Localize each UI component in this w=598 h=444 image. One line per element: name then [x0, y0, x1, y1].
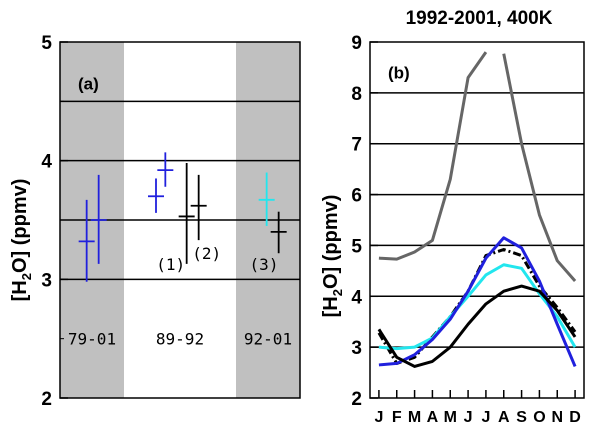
series-segment	[378, 236, 577, 368]
panel-label: (a)	[78, 75, 99, 94]
annotations: 79-01 89-92 92-01 (1) (2) (3)	[68, 244, 292, 348]
y-label-part: [H	[9, 280, 31, 301]
y-tick-label: 5	[351, 236, 362, 257]
data-point	[190, 174, 207, 241]
y-tick-label: 6	[351, 186, 362, 207]
y-axis-label: [H2O] (ppmv)	[9, 179, 34, 302]
series-line	[378, 51, 577, 283]
x-tick-label: M	[408, 409, 421, 426]
data-point	[90, 174, 107, 264]
y-tick-label: 9	[351, 33, 362, 54]
y-label-subscript: 2	[19, 273, 34, 280]
period-label: 79-01	[68, 330, 116, 349]
data-point	[157, 152, 174, 187]
data-point	[258, 172, 275, 226]
y-axis-label: [H2O] (ppmv)	[320, 195, 345, 318]
x-tick-label: J	[374, 409, 383, 426]
series-lines	[377, 51, 577, 368]
y-tick-label: 2	[41, 389, 52, 410]
series-line	[378, 263, 577, 351]
y-label-subscript: 2	[330, 289, 345, 296]
y-tick-label: 7	[351, 135, 362, 156]
y-tick-label: 8	[351, 84, 362, 105]
series-number-label: (2)	[192, 244, 221, 263]
series-line	[378, 236, 577, 368]
series-number-label: (3)	[250, 255, 279, 274]
data-point	[178, 163, 195, 264]
series-segment	[502, 53, 577, 283]
series-segment	[378, 51, 488, 261]
error-bar-points	[78, 152, 287, 282]
chart-title: 1992-2001, 400K	[406, 8, 553, 29]
plot-frame	[369, 41, 585, 399]
y-label-part: O] (ppmv)	[9, 179, 31, 273]
y-ticks: 2 3 4 5	[41, 33, 68, 410]
grid-lines	[370, 92, 584, 348]
series-segment	[378, 263, 577, 351]
x-tick-label: M	[444, 409, 457, 426]
y-label-part: [H	[320, 296, 342, 317]
x-tick-label: F	[392, 409, 402, 426]
y-tick-label: 2	[351, 389, 362, 410]
period-label: 89-92	[156, 330, 204, 349]
series-segment	[377, 284, 577, 368]
y-tick-label: 3	[351, 338, 362, 359]
y-tick-label: 4	[351, 287, 362, 308]
data-point	[270, 211, 287, 254]
x-tick-label: D	[569, 409, 581, 426]
x-tick-label: J	[481, 409, 490, 426]
x-tick-label: O	[533, 409, 545, 426]
x-tick-label: A	[427, 409, 439, 426]
grid-lines	[60, 100, 300, 281]
series-number-label: (1)	[156, 255, 185, 274]
x-tick-label: J	[464, 409, 473, 426]
y-tick-label: 4	[41, 152, 52, 173]
series-line	[377, 284, 577, 368]
y-tick-label: 3	[41, 270, 52, 291]
x-tick-label: S	[516, 409, 527, 426]
y-label-part: O] (ppmv)	[320, 195, 342, 289]
data-point	[78, 199, 95, 282]
data-point	[148, 178, 164, 213]
y-tick-label: 5	[41, 33, 52, 54]
period-label: 92-01	[244, 330, 292, 349]
panel-label: (b)	[388, 64, 410, 83]
x-tick-label: N	[551, 409, 563, 426]
x-tick-label: A	[498, 409, 510, 426]
